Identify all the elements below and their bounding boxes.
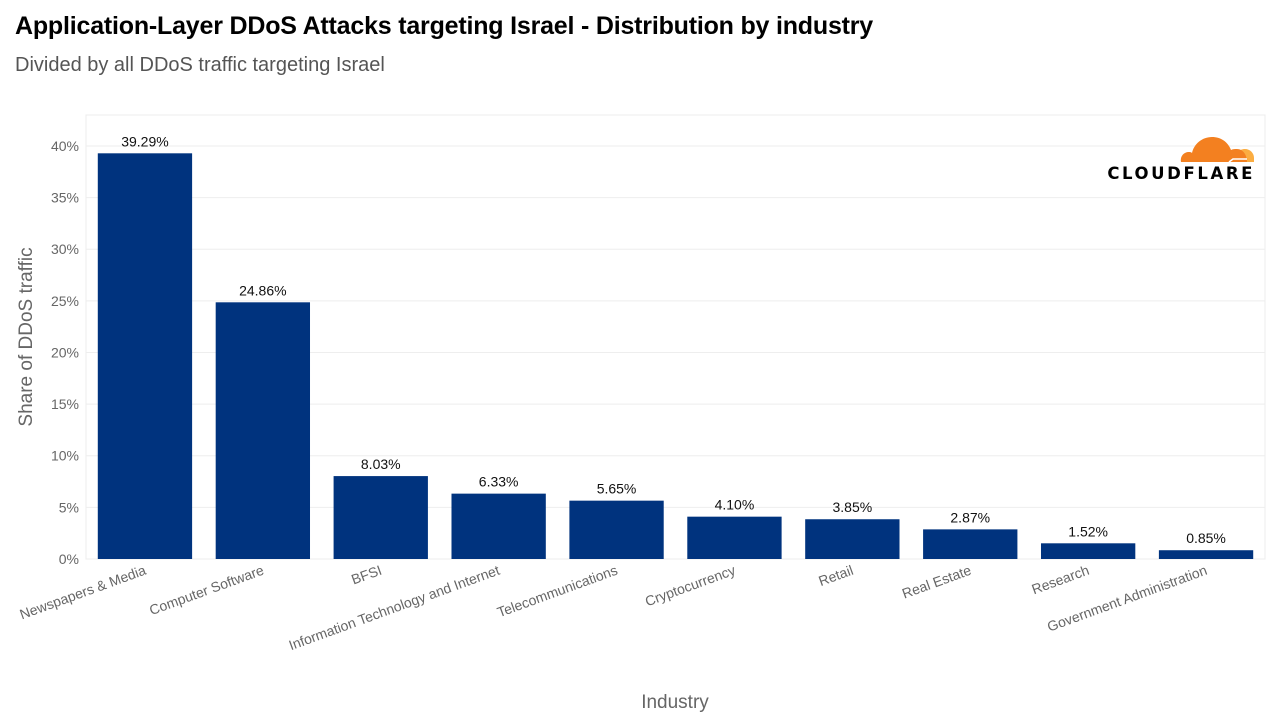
data-label: 8.03% bbox=[361, 456, 401, 472]
data-label: 4.10% bbox=[715, 497, 755, 513]
bar bbox=[97, 153, 193, 559]
y-tick-label: 20% bbox=[51, 344, 79, 360]
y-tick-label: 10% bbox=[51, 448, 79, 464]
bar bbox=[1158, 550, 1254, 559]
x-tick-label: Cryptocurrency bbox=[643, 562, 738, 610]
y-tick-label: 30% bbox=[51, 241, 79, 257]
y-tick-label: 5% bbox=[59, 499, 79, 515]
y-tick-label: 15% bbox=[51, 396, 79, 412]
y-tick-label: 40% bbox=[51, 138, 79, 154]
x-tick-label: Newspapers & Media bbox=[17, 562, 148, 623]
data-label: 5.65% bbox=[597, 481, 637, 497]
data-label: 1.52% bbox=[1068, 523, 1108, 539]
bar bbox=[333, 476, 428, 559]
y-tick-label: 0% bbox=[59, 551, 79, 567]
x-tick-label: BFSI bbox=[349, 562, 384, 588]
data-label: 0.85% bbox=[1186, 530, 1226, 546]
y-tick-label: 35% bbox=[51, 190, 79, 206]
x-tick-label: Retail bbox=[816, 562, 855, 589]
x-tick-label: Telecommunications bbox=[495, 562, 620, 620]
x-axis-title: Industry bbox=[641, 692, 709, 713]
bar bbox=[215, 302, 311, 559]
bar bbox=[687, 516, 782, 559]
data-label: 24.86% bbox=[239, 282, 286, 298]
bar bbox=[569, 500, 664, 559]
bar bbox=[805, 519, 900, 559]
data-label: 2.87% bbox=[950, 509, 990, 525]
bars bbox=[97, 153, 1254, 559]
data-label: 3.85% bbox=[832, 499, 872, 515]
x-tick-label: Research bbox=[1029, 562, 1091, 598]
data-labels: 39.29% 24.86% 8.03% 6.33% 5.65% 4.10% 3.85% 2.8… bbox=[121, 133, 1226, 546]
bar bbox=[1040, 543, 1136, 559]
y-axis-ticks: 0% 5% 10% 15% 20% 25% 30% 35% 40% bbox=[51, 138, 79, 567]
cloud-icon bbox=[1180, 137, 1254, 163]
logo-text: CLOUDFLARE bbox=[1107, 164, 1255, 183]
x-tick-label: Computer Software bbox=[147, 562, 266, 618]
y-tick-label: 25% bbox=[51, 293, 79, 309]
data-label: 39.29% bbox=[121, 133, 168, 149]
y-axis-title: Share of DDoS traffic bbox=[16, 247, 37, 426]
x-tick-label: Real Estate bbox=[900, 562, 974, 602]
bar bbox=[451, 493, 546, 559]
bar bbox=[923, 529, 1018, 559]
chart-subtitle: Divided by all DDoS traffic targeting Is… bbox=[15, 54, 385, 76]
data-label: 6.33% bbox=[479, 474, 519, 490]
x-axis-ticks: Newspapers & Media Computer Software BFSII… bbox=[17, 562, 1209, 653]
cloudflare-logo: CLOUDFLARE bbox=[1095, 128, 1255, 188]
chart-title: Application-Layer DDoS Attacks targeting… bbox=[15, 12, 874, 40]
x-tick-label: Information Technology and Internet bbox=[287, 562, 502, 653]
